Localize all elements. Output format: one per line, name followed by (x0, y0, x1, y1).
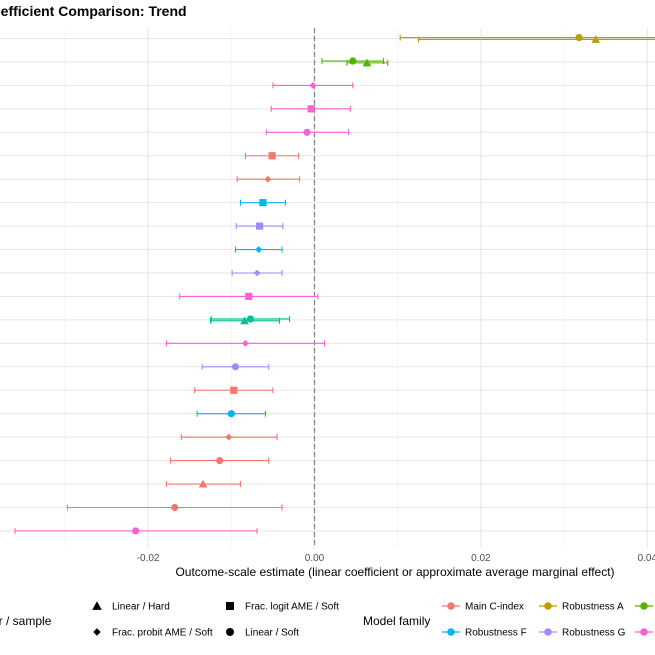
legend-color-swatch (640, 628, 648, 636)
estimate-point-group (235, 222, 284, 230)
estimate-point (225, 433, 233, 441)
estimate-point-group (209, 316, 281, 325)
estimate-point (245, 292, 253, 301)
estimate-point (242, 339, 249, 347)
estimate-point (307, 105, 315, 113)
legend-color-label: Robustness A (562, 602, 624, 613)
x-tick-label: 0.00 (305, 553, 325, 564)
estimate-point (216, 457, 224, 465)
legend-shape-circle (226, 628, 234, 636)
estimate-point-group (180, 433, 278, 441)
grid (0, 28, 655, 548)
color-legend-title: Model family (363, 614, 430, 628)
legend-color-label: Robustness F (465, 628, 527, 639)
estimate-point-group (234, 246, 283, 253)
x-axis-ticks: -0.02 0.00 0.02 0.04 (137, 553, 655, 564)
estimate-point-group (170, 457, 270, 465)
estimate-point (309, 81, 317, 89)
estimate-point (268, 152, 276, 160)
x-axis-title: Outcome-scale estimate (linear coefficie… (175, 565, 614, 579)
estimate-point (259, 199, 267, 207)
estimate-point (349, 57, 357, 65)
legend-color-swatch (447, 628, 455, 636)
chart-title: Coefficient Comparison: Trend (0, 3, 187, 19)
estimate-point-group (66, 503, 283, 512)
legend-shape-triangle (92, 601, 102, 610)
estimate-point-group (196, 410, 266, 418)
estimate-point (227, 410, 235, 418)
estimate-point-group (194, 386, 274, 394)
estimate-point-group (179, 292, 319, 301)
estimate-point-group (417, 35, 655, 43)
estimate-point-group (201, 363, 270, 371)
legend-color-label: Robustness G (562, 628, 626, 639)
estimate-point-group (270, 105, 351, 113)
legend-color-label: Main C-index (465, 602, 524, 613)
legend-shape-square (226, 602, 234, 610)
x-tick-label: 0.04 (638, 553, 655, 564)
estimate-point-group (210, 315, 291, 323)
estimate-point (253, 269, 261, 277)
estimate-point-group (165, 479, 242, 488)
legend-shape-diamond (93, 628, 101, 636)
estimate-point (231, 363, 240, 371)
color-legend: Model family Main C-index Robustness A Rob… (363, 602, 653, 639)
estimate-point-group (14, 527, 258, 535)
estimate-point (591, 35, 601, 43)
legend-color-swatch (447, 602, 455, 610)
shape-legend-title: Estimator / sample (0, 614, 52, 628)
legend-shape-label: Linear / Hard (112, 602, 170, 613)
estimate-point-group (346, 58, 389, 67)
estimate-point-group (165, 339, 326, 347)
estimate-point (240, 316, 249, 325)
shape-legend: Estimator / sample Linear / Hard Frac. lo… (0, 601, 339, 639)
estimate-point-group (399, 33, 655, 42)
estimate-point-group (239, 199, 286, 207)
estimate-point (246, 315, 255, 323)
estimate-point (230, 386, 238, 394)
legend-color-swatch (544, 628, 552, 636)
estimate-point-group (265, 128, 350, 136)
estimate-point (264, 175, 272, 183)
legend-color-swatch (544, 602, 552, 610)
legend-shape-label: Frac. logit AME / Soft (245, 602, 339, 613)
estimate-point-group (236, 175, 301, 183)
estimate-point (255, 222, 264, 230)
legend-shape-label: Linear / Soft (245, 628, 299, 639)
estimate-point (198, 479, 208, 488)
estimate-point (303, 128, 311, 136)
x-tick-label: 0.02 (471, 553, 491, 564)
estimate-point-group (231, 269, 283, 277)
estimate-point (255, 246, 263, 253)
estimate-point-group (321, 57, 385, 65)
legend-shape-label: Frac. probit AME / Soft (112, 628, 213, 639)
legend-color-swatch (640, 602, 648, 610)
x-tick-label: -0.02 (137, 553, 160, 564)
estimate-point (171, 503, 179, 512)
data-marks (14, 33, 655, 535)
estimate-point (575, 33, 583, 42)
estimate-point-group (244, 152, 300, 160)
estimate-point (132, 527, 140, 535)
estimate-point (362, 58, 372, 67)
estimate-point-group (272, 81, 354, 89)
